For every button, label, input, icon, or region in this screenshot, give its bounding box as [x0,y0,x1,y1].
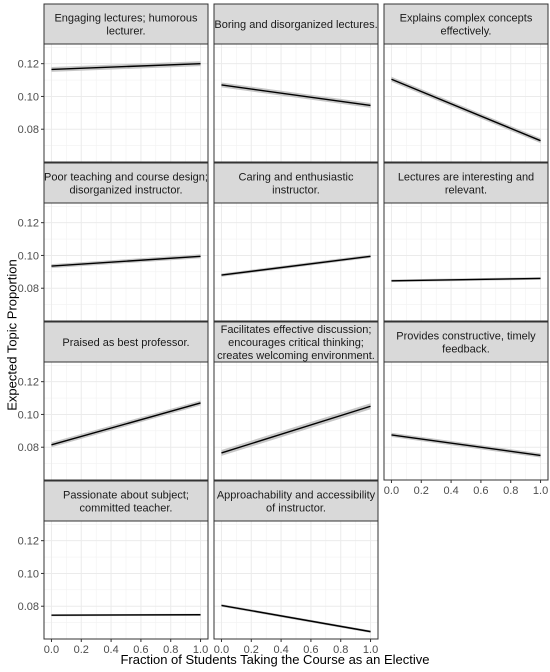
y-tick-label: 0.08 [18,601,39,613]
panel-border [213,361,379,481]
x-tick-label: 0.8 [163,644,178,656]
x-tick-label: 0.4 [443,485,458,497]
y-tick-label: 0.08 [18,442,39,454]
facet-strip [383,3,549,45]
x-tick-label: 1.0 [363,644,378,656]
x-tick-label: 0.2 [414,485,429,497]
x-axis-title: Fraction of Students Taking the Course a… [120,652,430,667]
panel-border [383,43,549,163]
facet-label: Praised as best professor. [62,337,189,349]
facet-label: Engaging lectures; humorous [54,13,198,25]
facet-label: effectively. [441,26,492,38]
panel-border [43,202,209,322]
fit-line [391,277,541,282]
fit-line [51,255,201,267]
panel-border [43,361,209,481]
facet-strip [383,321,549,363]
panel-border [213,520,379,640]
x-tick-label: 0.4 [103,644,118,656]
x-tick-label: 0.2 [244,644,259,656]
y-tick-label: 0.12 [18,377,39,389]
fit-line [391,78,541,142]
x-tick-label: 0.8 [333,644,348,656]
y-tick-label: 0.12 [18,218,39,230]
y-tick-label: 0.10 [18,91,39,103]
y-tick-label: 0.10 [18,568,39,580]
x-tick-label: 1.0 [533,485,548,497]
x-tick-label: 0.2 [74,644,89,656]
facet-label: Poor teaching and course design; [44,172,208,184]
panel-border [213,202,379,322]
x-tick-label: 0.6 [133,644,148,656]
facet-label: Lectures are interesting and [398,172,534,184]
fit-line [221,255,371,276]
x-tick-label: 0.0 [384,485,399,497]
facet-strip [213,480,379,522]
y-tick-label: 0.08 [18,283,39,295]
fit-line [221,84,371,107]
x-tick-label: 0.0 [214,644,229,656]
y-tick-label: 0.10 [18,409,39,421]
y-tick-label: 0.12 [18,536,39,548]
panel-border [213,43,379,163]
facet-label: Passionate about subject; [63,490,189,502]
facet-label: feedback. [442,344,490,356]
facet-label: Provides constructive, timely [396,331,536,343]
panel-border [43,43,209,163]
facet-label: committed teacher. [80,503,173,515]
facet-label: Approachability and accessibility [217,490,376,502]
x-tick-label: 1.0 [193,644,208,656]
facet-label: creates welcoming environment. [217,350,375,362]
facet-strip [213,162,379,204]
fit-line [391,434,541,457]
panel-border [43,520,209,640]
y-axis-title: Expected Topic Proportion [4,259,20,411]
facet-label: encourages critical thinking; [228,337,364,349]
x-tick-label: 0.6 [303,644,318,656]
facet-label: Facilitates effective discussion; [221,324,372,336]
facet-strip [43,3,209,45]
panel-border [383,361,549,481]
facet-strip [43,162,209,204]
facet-label: Boring and disorganized lectures. [214,19,377,31]
x-tick-label: 0.8 [503,485,518,497]
fit-line [221,405,371,454]
x-tick-label: 0.4 [273,644,288,656]
fit-line [221,604,371,633]
x-tick-label: 0.6 [473,485,488,497]
facet-strip [213,3,379,45]
y-tick-label: 0.08 [18,124,39,136]
facet-label: Caring and enthusiastic [239,172,354,184]
facet-label: lecturer. [106,26,145,38]
x-tick-label: 0.0 [44,644,59,656]
panel-border [383,202,549,322]
y-tick-label: 0.12 [18,59,39,71]
facet-label: Explains complex concepts [400,13,533,25]
facet-strip [213,321,379,363]
facet-label: of instructor. [266,503,326,515]
facet-label: instructor. [272,185,320,197]
fit-line [51,62,201,71]
y-tick-label: 0.10 [18,250,39,262]
facet-strip [383,162,549,204]
facet-strip [43,480,209,522]
facet-label: disorganized instructor. [69,185,182,197]
fit-line [51,402,201,446]
facet-label: relevant. [445,185,487,197]
